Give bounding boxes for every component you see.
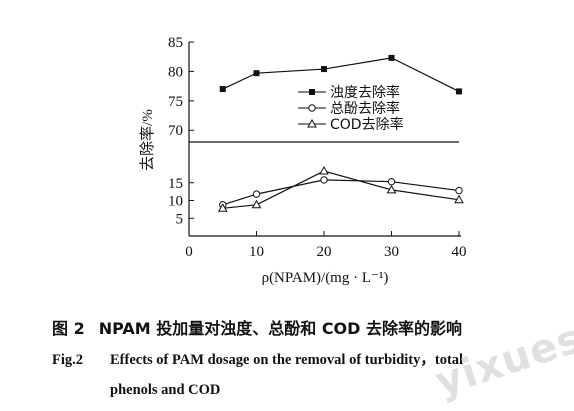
x-tick-label-0: 0	[185, 244, 193, 260]
y-axis-title: 去除率/%	[139, 109, 156, 171]
y-tick-label-lower-2: 15	[168, 176, 183, 192]
caption-en-text-line2: phenols and COD	[110, 382, 221, 398]
legend-marker-1	[308, 104, 316, 112]
y-tick-label-lower-0: 5	[176, 211, 184, 227]
y-tick-label-upper-3: 85	[168, 35, 183, 51]
series-1-point-1	[252, 190, 261, 198]
series-1-point-2	[320, 176, 328, 184]
y-tick-label-upper-1: 75	[168, 94, 183, 110]
legend-label-0: 浊度去除率	[330, 84, 400, 101]
y-tick-label-upper-0: 70	[168, 123, 183, 139]
y-tick-label-lower-1: 10	[168, 194, 183, 210]
legend-marker-2	[307, 118, 317, 128]
x-tick-label-3: 30	[384, 244, 399, 260]
x-axis-title: ρ(NPAM)/(mg · L⁻¹)	[262, 270, 389, 286]
caption-cn-label: 图 2	[52, 319, 85, 338]
y-tick-label-upper-2: 80	[168, 64, 183, 80]
series-1-point-4	[455, 186, 463, 195]
series-0-point-0	[219, 86, 226, 93]
x-tick-label-4: 40	[452, 244, 467, 260]
series-0-point-1	[253, 70, 260, 77]
caption-english: Fig.2 Effects of PAM dosage on the remova…	[52, 345, 562, 405]
series-0-point-2	[321, 66, 327, 73]
series-2-point-2	[319, 166, 329, 175]
series-0-point-4	[456, 88, 462, 95]
series-2-point-0	[217, 203, 228, 212]
legend-marker-0	[309, 89, 315, 95]
x-tick-label-1: 10	[249, 244, 264, 260]
series-2-point-1	[251, 199, 262, 209]
series-0-point-3	[388, 54, 395, 61]
caption-en-text-line1: Effects of PAM dosage on the removal of …	[110, 352, 464, 368]
legend-label-1: 总酚去除率	[330, 100, 400, 117]
series-2-point-4	[454, 194, 464, 204]
chart: 70 75 80 85 5 10 15 0 10 20 30 40 去除率/% ρ(NPAM)/(mg ·…	[139, 35, 467, 286]
series-1-point-3	[387, 177, 396, 186]
x-tick-label-2: 20	[317, 244, 332, 260]
caption-cn-text: NPAM 投加量对浊度、总酚和 COD 去除率的影响	[98, 319, 463, 338]
series-2-point-3	[386, 184, 397, 194]
caption-en-label: Fig.2	[52, 352, 84, 368]
caption-chinese: 图 2 NPAM 投加量对浊度、总酚和 COD 去除率的影响	[52, 315, 462, 339]
legend-label-2: COD去除率	[330, 116, 404, 133]
